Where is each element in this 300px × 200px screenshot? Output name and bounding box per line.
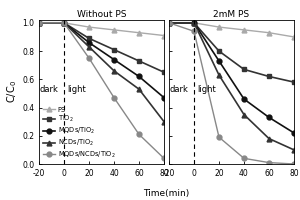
TiO$_2$ xyxy=(37,22,41,24)
PS xyxy=(87,26,91,28)
Title: Without PS: Without PS xyxy=(77,10,126,19)
NCDs/TiO$_2$ xyxy=(112,70,116,72)
Line: TiO$_2$: TiO$_2$ xyxy=(37,20,166,75)
NCDs/TiO$_2$ xyxy=(162,120,166,123)
TiO$_2$ xyxy=(62,22,66,24)
Text: light: light xyxy=(67,85,86,94)
PS xyxy=(137,32,141,34)
Text: dark: dark xyxy=(40,85,58,94)
Y-axis label: C/C$_0$: C/C$_0$ xyxy=(5,81,19,103)
Line: PS: PS xyxy=(37,20,166,38)
NCDs/TiO$_2$ xyxy=(87,46,91,48)
Line: MQDs/TiO$_2$: MQDs/TiO$_2$ xyxy=(37,20,166,100)
MQDs/TiO$_2$ xyxy=(87,41,91,44)
Text: dark: dark xyxy=(169,85,188,94)
NCDs/TiO$_2$ xyxy=(137,88,141,90)
TiO$_2$ xyxy=(112,48,116,51)
MQDs/NCDs/TiO$_2$ xyxy=(112,96,116,99)
Line: MQDs/NCDs/TiO$_2$: MQDs/NCDs/TiO$_2$ xyxy=(37,20,166,161)
MQDs/NCDs/TiO$_2$ xyxy=(137,133,141,136)
MQDs/NCDs/TiO$_2$ xyxy=(37,22,41,24)
NCDs/TiO$_2$ xyxy=(37,22,41,24)
MQDs/NCDs/TiO$_2$ xyxy=(62,22,66,24)
TiO$_2$ xyxy=(137,60,141,62)
NCDs/TiO$_2$ xyxy=(62,22,66,24)
MQDs/NCDs/TiO$_2$ xyxy=(87,57,91,59)
Title: 2mM PS: 2mM PS xyxy=(213,10,250,19)
TiO$_2$ xyxy=(87,37,91,40)
PS xyxy=(112,29,116,31)
PS xyxy=(37,22,41,24)
TiO$_2$ xyxy=(162,71,166,73)
Line: NCDs/TiO$_2$: NCDs/TiO$_2$ xyxy=(37,20,166,124)
Legend: PS, TiO$_2$, MQDs/TiO$_2$, NCDs/TiO$_2$, MQDs/NCDs/TiO$_2$: PS, TiO$_2$, MQDs/TiO$_2$, NCDs/TiO$_2$,… xyxy=(42,106,116,161)
MQDs/TiO$_2$ xyxy=(37,22,41,24)
MQDs/TiO$_2$ xyxy=(137,75,141,78)
MQDs/TiO$_2$ xyxy=(62,22,66,24)
Text: light: light xyxy=(197,85,216,94)
Text: Time(min): Time(min) xyxy=(143,189,190,198)
PS xyxy=(162,34,166,37)
MQDs/TiO$_2$ xyxy=(112,58,116,61)
MQDs/NCDs/TiO$_2$ xyxy=(162,157,166,160)
MQDs/TiO$_2$ xyxy=(162,96,166,99)
PS xyxy=(62,22,66,24)
